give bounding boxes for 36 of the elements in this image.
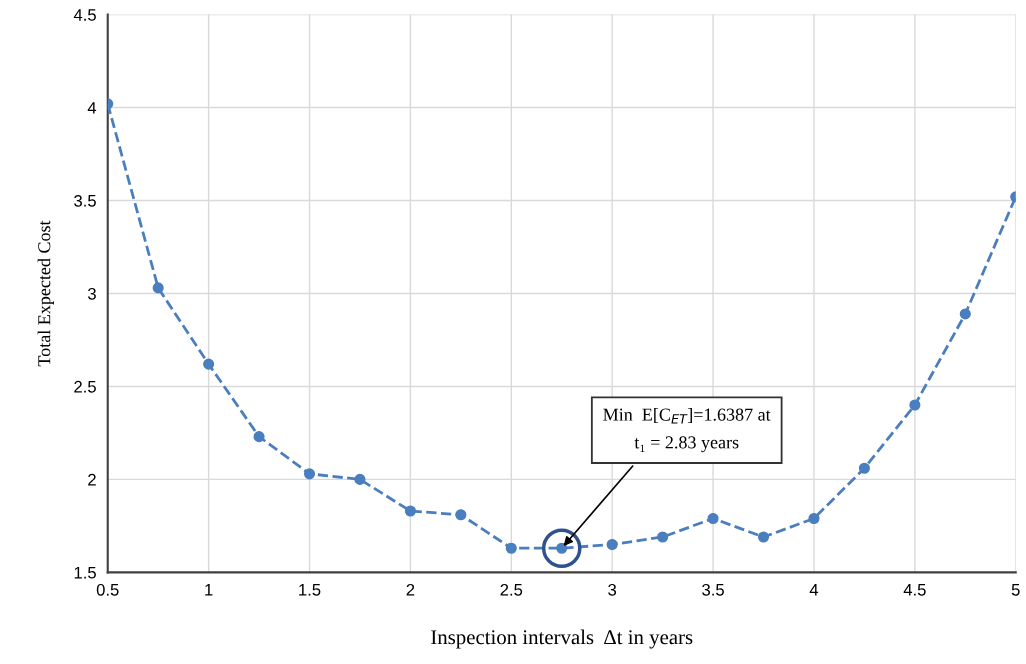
x-tick-label: 2 — [406, 583, 415, 596]
x-axis-title: Inspection intervals Δt in years — [431, 629, 693, 649]
point — [404, 505, 416, 517]
x-tick-label: 4 — [809, 584, 819, 596]
y-tick-label: 4 — [87, 102, 97, 114]
annotation: Min E[C$_{ET}$]=1.6387 at t₁ = 2.83 years — [603, 408, 771, 453]
point — [959, 308, 971, 320]
point — [203, 358, 215, 370]
y-axis-title: Total Expected Cost — [37, 220, 55, 367]
y-tick-label: 2 — [88, 473, 96, 486]
point — [354, 473, 366, 485]
x-tick-label: 2.5 — [500, 583, 523, 596]
x-tick-label: 0.5 — [96, 583, 119, 596]
x-tick-label: 5 — [1011, 584, 1020, 596]
y-tick-label: 3 — [87, 287, 96, 300]
x-tick-label: 1.5 — [299, 584, 321, 596]
point — [657, 531, 669, 543]
y-tick-label: 3.5 — [74, 194, 96, 207]
x-tick-label: 3.5 — [702, 583, 724, 596]
x-tick-label: 1 — [205, 584, 213, 596]
point — [909, 399, 921, 411]
point — [808, 512, 820, 525]
point — [303, 468, 316, 480]
x-tick-label: 4.5 — [903, 584, 926, 596]
point — [858, 462, 870, 474]
y-tick-label: 2.5 — [74, 380, 96, 393]
point — [505, 542, 517, 554]
point — [707, 512, 719, 525]
point — [152, 282, 164, 294]
point — [253, 431, 265, 443]
y-tick-label: 1.5 — [74, 566, 96, 579]
x-tick-label: 3 — [608, 583, 617, 596]
point — [455, 509, 467, 521]
point — [606, 538, 618, 551]
y-tick-label: 4.5 — [73, 9, 96, 21]
point — [757, 531, 770, 543]
